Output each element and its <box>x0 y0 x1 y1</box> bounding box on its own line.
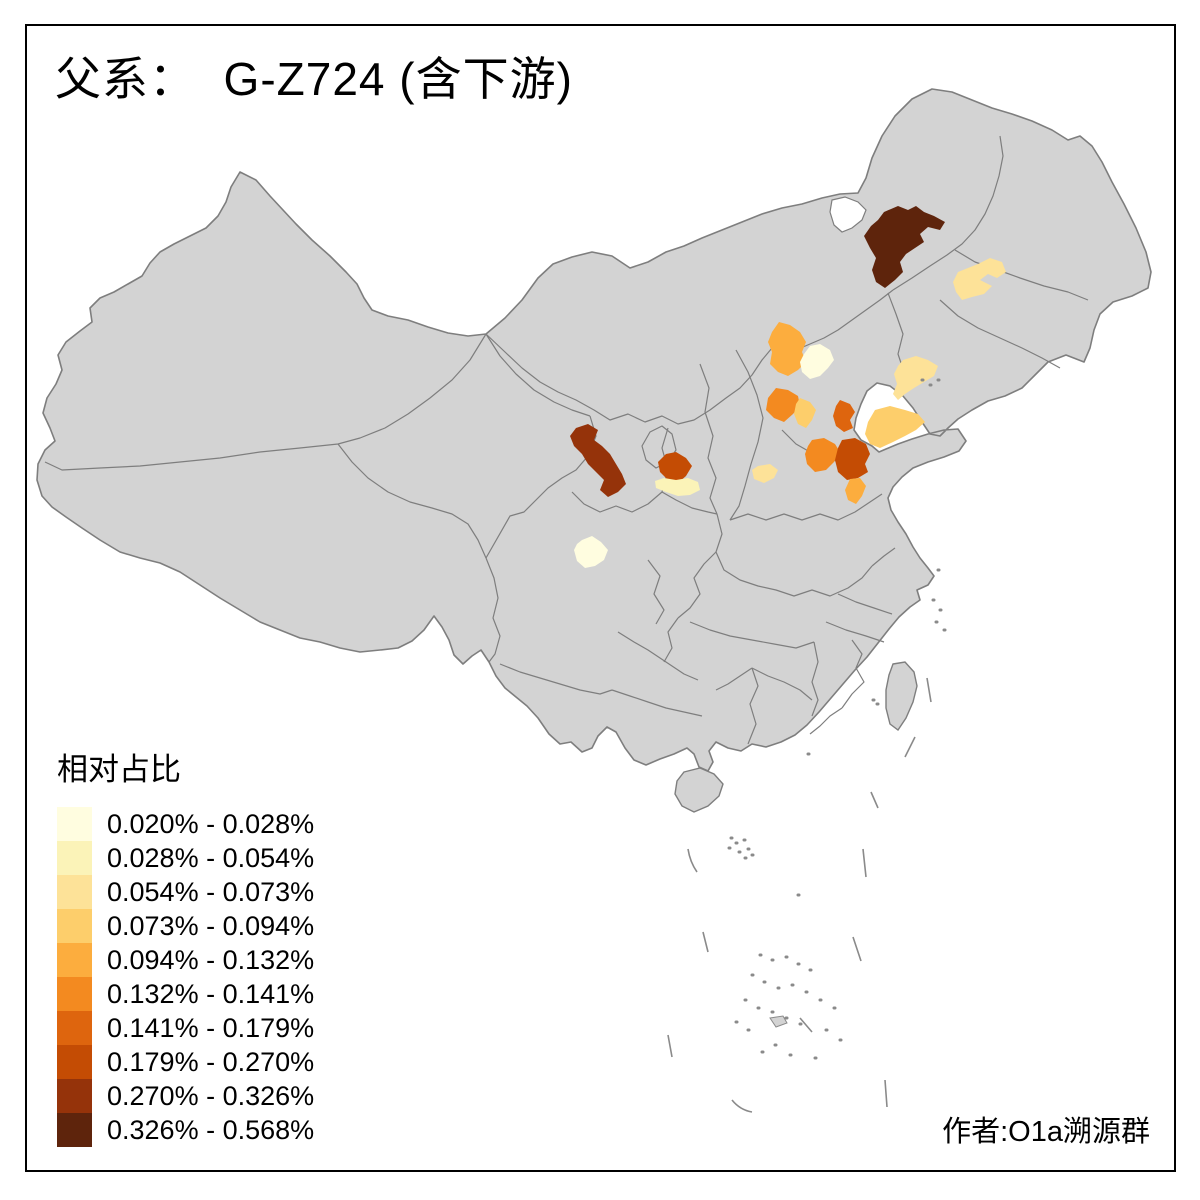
province-border-line <box>939 299 1061 369</box>
province-border-line <box>337 443 487 559</box>
province-border-line <box>837 593 893 615</box>
province-border-line <box>44 333 487 471</box>
choropleth-region <box>845 478 866 504</box>
legend-item: 0.054% - 0.073% <box>57 875 314 909</box>
legend-item: 0.132% - 0.141% <box>57 977 314 1011</box>
choropleth-region <box>835 438 870 480</box>
legend-label: 0.132% - 0.141% <box>107 978 315 1009</box>
paracel-islets <box>727 836 755 860</box>
legend-item: 0.141% - 0.179% <box>57 1011 314 1045</box>
province-border-line <box>617 631 699 681</box>
legend-item: 0.326% - 0.568% <box>57 1113 314 1147</box>
bohai-islets <box>920 378 941 387</box>
province-border-line <box>751 667 813 701</box>
legend-swatch <box>57 1011 92 1045</box>
province-border-line <box>485 557 501 663</box>
choropleth-region <box>752 464 778 483</box>
choropleth-region <box>794 398 816 428</box>
legend-label: 0.094% - 0.132% <box>107 944 315 975</box>
province-border-line <box>571 491 663 513</box>
map-title: 父系： G-Z724 (含下游) <box>55 53 573 105</box>
legend-swatch <box>57 841 92 875</box>
choropleth-regions <box>570 206 1006 568</box>
spratly-islets <box>734 953 843 1060</box>
legend-item: 0.179% - 0.270% <box>57 1045 314 1079</box>
province-border-line <box>611 689 703 717</box>
penghu-islets <box>796 698 880 897</box>
legend-label: 0.326% - 0.568% <box>107 1114 315 1145</box>
sea-features <box>667 378 947 1113</box>
taiwan-island <box>885 661 918 732</box>
legend-items: 0.020% - 0.028% 0.028% - 0.054% 0.054% - 0… <box>57 807 314 1147</box>
province-border-line <box>729 493 883 521</box>
choropleth-region <box>655 478 700 496</box>
choropleth-region <box>893 356 938 400</box>
province-border-line <box>663 617 679 663</box>
province-border-line <box>871 547 896 567</box>
province-border-line <box>485 333 591 417</box>
hainan-island <box>674 767 724 813</box>
province-border-line <box>485 289 894 425</box>
legend-label: 0.054% - 0.073% <box>107 876 315 907</box>
legend-label: 0.073% - 0.094% <box>107 910 315 941</box>
legend-swatch <box>57 1045 92 1079</box>
choropleth-region <box>658 452 692 483</box>
zhoushan-islets <box>931 568 947 632</box>
province-border-line <box>841 639 865 709</box>
province-border-line <box>811 641 819 717</box>
legend: 相对占比 0.020% - 0.028% 0.028% - 0.054% 0.054… <box>57 744 314 1147</box>
legend-label: 0.028% - 0.054% <box>107 842 315 873</box>
choropleth-region <box>865 406 925 448</box>
choropleth-region <box>766 388 800 422</box>
legend-item: 0.073% - 0.094% <box>57 909 314 943</box>
choropleth-region <box>805 438 840 472</box>
province-border-line <box>715 667 753 691</box>
province-border-line <box>647 559 665 625</box>
legend-label: 0.020% - 0.028% <box>107 808 315 839</box>
choropleth-region <box>953 258 1006 300</box>
legend-item: 0.094% - 0.132% <box>57 943 314 977</box>
legend-swatch <box>57 1113 92 1147</box>
legend-label: 0.179% - 0.270% <box>107 1046 315 1077</box>
legend-swatch <box>57 875 92 909</box>
province-border-line <box>825 621 885 643</box>
province-border-line <box>747 667 759 745</box>
legend-swatch <box>57 1079 92 1113</box>
choropleth-region <box>800 344 834 379</box>
province-border-line <box>499 663 613 695</box>
choropleth-region <box>768 322 806 376</box>
legend-item: 0.270% - 0.326% <box>57 1079 314 1113</box>
legend-swatch <box>57 943 92 977</box>
legend-item: 0.020% - 0.028% <box>57 807 314 841</box>
nine-dash-segments <box>667 677 932 1113</box>
legend-swatch <box>57 909 92 943</box>
hulun-lake <box>829 196 867 233</box>
legend-title: 相对占比 <box>57 752 181 787</box>
province-border-line <box>729 349 764 521</box>
province-border-line <box>689 621 815 649</box>
province-border-line <box>892 135 1004 291</box>
province-border-line <box>699 363 718 515</box>
legend-item: 0.028% - 0.054% <box>57 841 314 875</box>
legend-swatch <box>57 977 92 1011</box>
province-border-line <box>677 551 717 619</box>
legend-swatch <box>57 807 92 841</box>
province-border-line <box>641 425 677 469</box>
legend-label: 0.270% - 0.326% <box>107 1080 315 1111</box>
spratly-main-island <box>769 1015 788 1028</box>
province-border-line <box>954 249 1089 301</box>
choropleth-region <box>864 206 945 288</box>
choropleth-region <box>574 536 608 568</box>
legend-label: 0.141% - 0.179% <box>107 1012 315 1043</box>
province-border-line <box>809 707 843 735</box>
choropleth-region <box>570 424 626 497</box>
attribution: 作者:O1a溯源群 <box>942 1116 1150 1148</box>
province-border-line <box>661 491 718 515</box>
choropleth-region <box>833 400 855 432</box>
